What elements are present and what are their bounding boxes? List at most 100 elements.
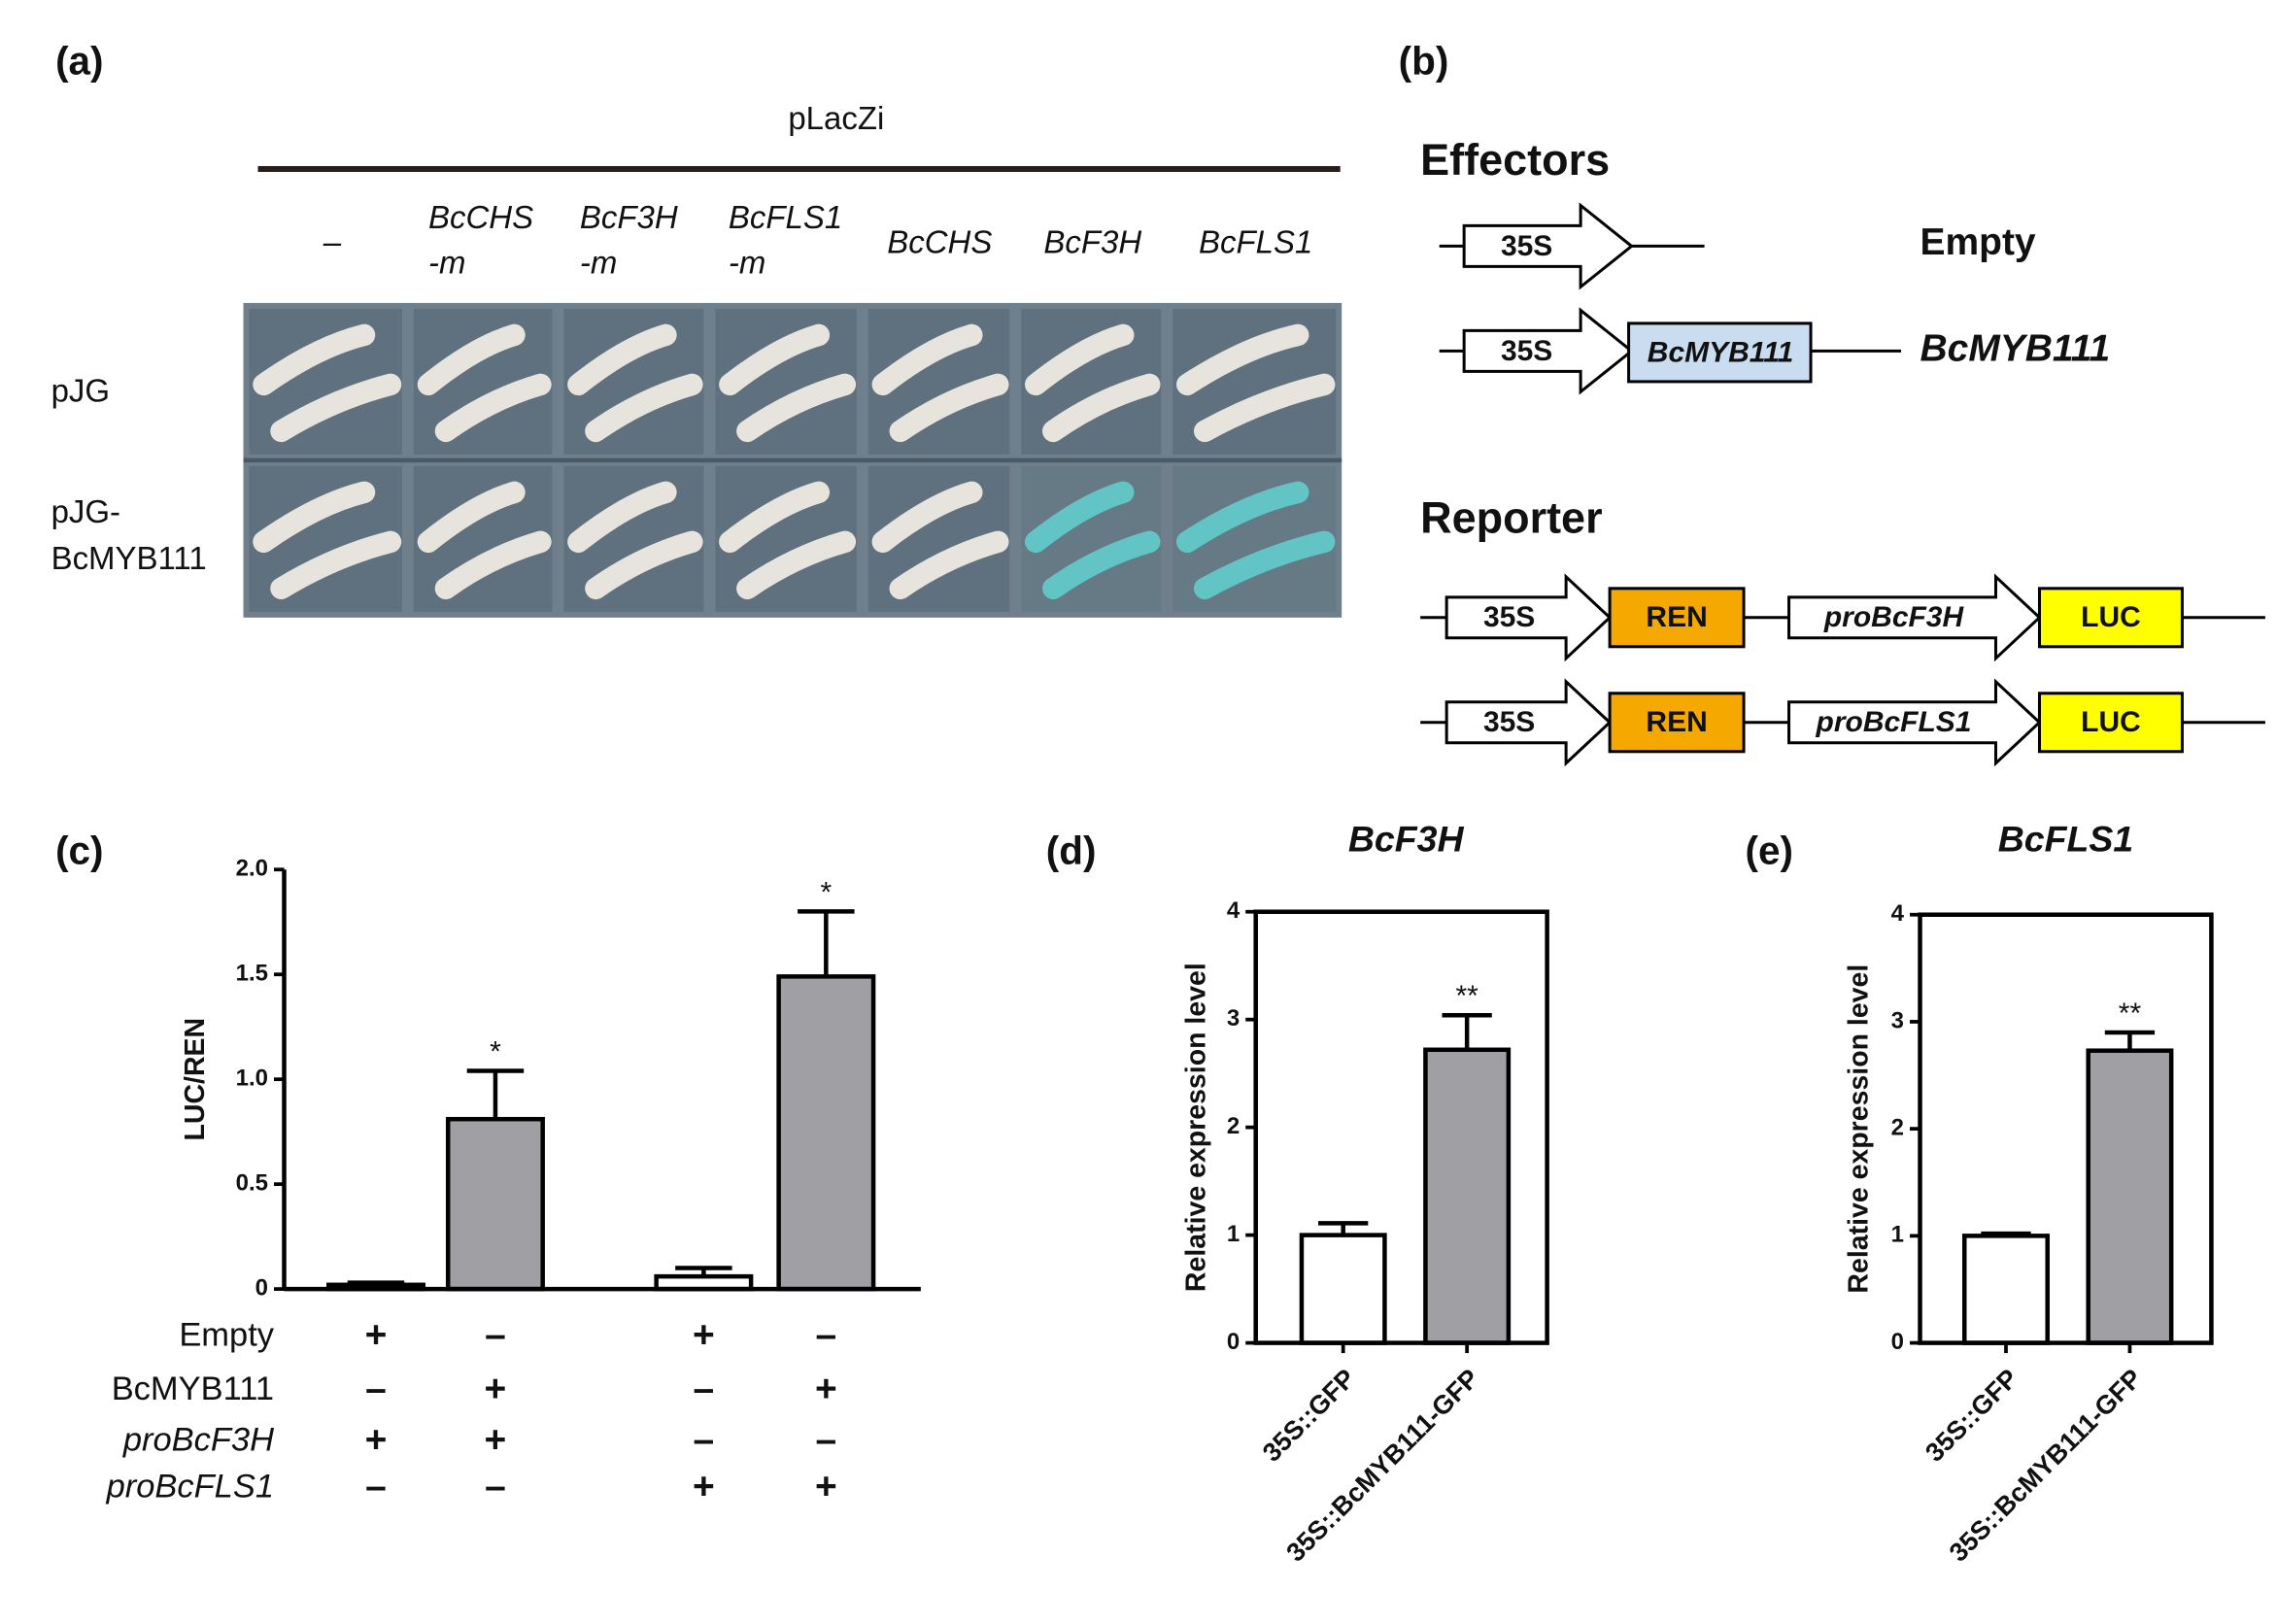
- plot-frame: [1918, 912, 2214, 1345]
- y-tick-label: 0.5: [236, 1169, 268, 1196]
- promoter-label: proBcF3H: [1823, 601, 1965, 633]
- colony: [417, 481, 526, 554]
- promoter-label: 35S: [1501, 230, 1552, 262]
- colony: [585, 373, 703, 443]
- y-tick-label: 1.5: [236, 961, 268, 987]
- y-tick-label: 4: [1891, 900, 1905, 927]
- y-axis-label: Relative expression level: [1844, 964, 1875, 1294]
- colony: [889, 530, 1009, 600]
- construct-name: Empty: [1920, 221, 2036, 263]
- column-label: BcCHS: [428, 199, 533, 235]
- promoter-label: 35S: [1483, 601, 1535, 633]
- column-label: -m: [729, 245, 765, 281]
- colony: [434, 373, 552, 443]
- condition-sign: –: [365, 1368, 387, 1409]
- row-label: pJG-: [51, 493, 120, 529]
- colony: [1193, 530, 1336, 600]
- colony: [889, 373, 1009, 443]
- colony: [567, 323, 677, 396]
- colony: [270, 530, 402, 600]
- gene-box: [1627, 321, 1813, 384]
- row-label: pJG: [51, 373, 111, 409]
- column-label: BcF3H: [580, 199, 678, 235]
- condition-label: proBcF3H: [122, 1422, 274, 1459]
- promoter-arrow: [1787, 573, 2042, 662]
- section-title: Reporter: [1420, 493, 1602, 543]
- colony: [1175, 481, 1309, 554]
- colony: [434, 530, 552, 600]
- reporter-label: LUC: [2081, 601, 2141, 633]
- bar: [1299, 1233, 1387, 1345]
- colony: [1025, 323, 1135, 396]
- panel-label: (c): [55, 828, 103, 872]
- promoter-arrow: [1462, 307, 1634, 395]
- colony: [871, 323, 983, 396]
- bar: [776, 974, 876, 1292]
- promoter-label: 35S: [1483, 706, 1535, 738]
- bar: [2086, 1048, 2174, 1345]
- column-label: BcF3H: [1043, 224, 1141, 260]
- y-tick-label: 4: [1227, 897, 1240, 924]
- vector-label: pLacZi: [788, 100, 884, 136]
- gene-label: REN: [1646, 706, 1707, 738]
- colony: [1193, 373, 1336, 443]
- reporter-label: LUC: [2081, 706, 2141, 738]
- gene-box: [1608, 587, 1746, 649]
- colony: [719, 481, 831, 554]
- condition-sign: +: [365, 1419, 388, 1461]
- colony: [253, 481, 376, 554]
- colony: [719, 323, 831, 396]
- reporter-box: [2037, 587, 2184, 649]
- colony: [253, 323, 376, 396]
- colony: [736, 530, 857, 600]
- column-label: BcCHS: [887, 224, 992, 260]
- condition-sign: –: [365, 1466, 387, 1507]
- condition-sign: –: [694, 1368, 715, 1409]
- significance: *: [490, 1035, 501, 1067]
- colony: [585, 530, 703, 600]
- colony: [1025, 481, 1135, 554]
- gene-label: REN: [1646, 601, 1707, 633]
- y-axis-label: Relative expression level: [1180, 963, 1211, 1292]
- promoter-arrow: [1462, 202, 1634, 290]
- column-label: -m: [428, 245, 465, 281]
- condition-sign: +: [485, 1368, 507, 1409]
- condition-sign: +: [693, 1466, 715, 1507]
- section-title: Effectors: [1420, 135, 1610, 185]
- y-tick-label: 2: [1227, 1113, 1240, 1139]
- colony: [736, 373, 857, 443]
- gene-label: BcMYB111: [1648, 336, 1794, 368]
- condition-sign: –: [816, 1419, 837, 1461]
- column-label: –: [323, 224, 342, 260]
- colony: [1042, 373, 1161, 443]
- panel-label: (b): [1399, 39, 1449, 84]
- colony: [417, 323, 526, 396]
- promoter-arrow: [1444, 678, 1613, 767]
- condition-sign: +: [815, 1368, 837, 1409]
- gene-box: [1608, 692, 1746, 754]
- plate: [243, 308, 1342, 612]
- plot-frame: [1253, 909, 1549, 1345]
- row-label: BcMYB111: [51, 540, 207, 576]
- condition-sign: –: [694, 1419, 715, 1461]
- panel-label: (a): [55, 39, 103, 84]
- y-tick-label: 0: [1891, 1329, 1904, 1355]
- x-tick-label: 35S::GFP: [1257, 1364, 1361, 1468]
- significance: *: [821, 876, 833, 908]
- promoter-label: proBcFLS1: [1816, 706, 1972, 738]
- promoter-arrow: [1787, 678, 2042, 767]
- panel-label: (d): [1046, 828, 1097, 872]
- colony: [1175, 323, 1309, 396]
- condition-sign: +: [485, 1419, 507, 1461]
- condition-label: BcMYB111: [112, 1370, 274, 1407]
- y-tick-label: 0: [255, 1274, 268, 1301]
- chart-title: BcFLS1: [1998, 819, 2134, 860]
- y-tick-label: 1.0: [236, 1066, 268, 1092]
- condition-sign: +: [365, 1314, 388, 1356]
- condition-sign: +: [693, 1314, 715, 1356]
- y-tick-label: 3: [1891, 1007, 1904, 1033]
- colony: [567, 481, 677, 554]
- bar: [1423, 1047, 1512, 1345]
